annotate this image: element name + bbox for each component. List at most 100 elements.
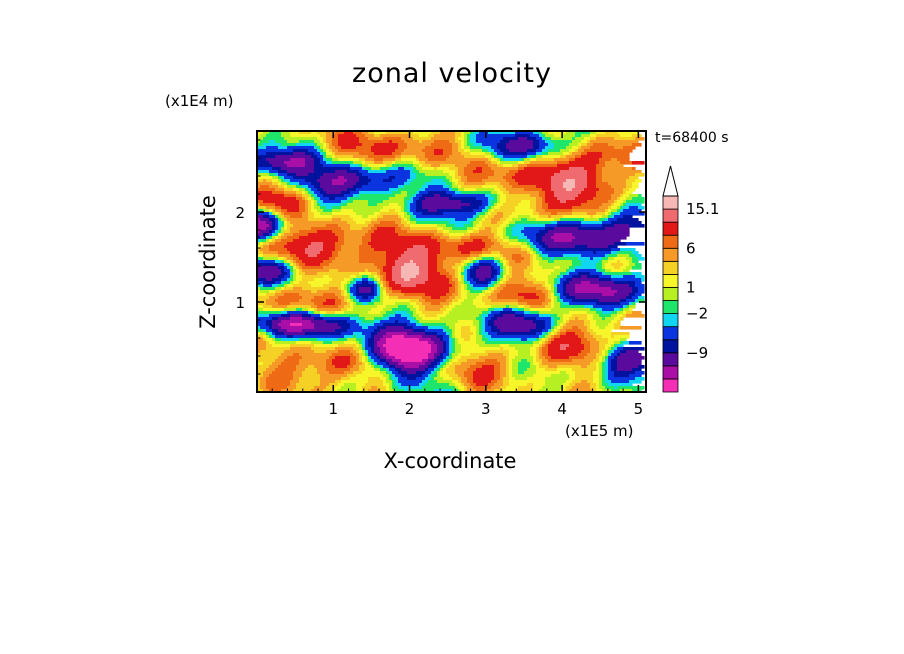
contour-cell xyxy=(521,338,528,342)
contour-cell xyxy=(269,218,276,222)
contour-cell xyxy=(392,335,405,339)
contour-cell xyxy=(575,134,582,138)
contour-cell xyxy=(587,173,597,177)
contour-cell xyxy=(458,299,465,303)
contour-cell xyxy=(446,332,450,336)
contour-cell xyxy=(362,371,381,375)
contour-cell xyxy=(308,218,333,222)
contour-cell xyxy=(437,350,444,354)
contour-cell xyxy=(557,326,561,330)
contour-cell xyxy=(266,146,279,150)
contour-cell xyxy=(614,188,624,192)
contour-cell xyxy=(419,308,426,312)
contour-cell xyxy=(455,170,459,174)
contour-cell xyxy=(422,200,462,204)
contour-cell xyxy=(422,374,429,378)
contour-cell xyxy=(536,332,543,336)
contour-cell xyxy=(392,308,411,312)
contour-cell xyxy=(494,257,501,261)
contour-cell xyxy=(533,386,543,390)
colorbar-label: 6 xyxy=(686,239,696,257)
contour-cell xyxy=(476,134,516,138)
contour-cell xyxy=(344,371,354,375)
contour-cell xyxy=(440,368,444,372)
contour-cell xyxy=(626,200,645,204)
contour-cell xyxy=(317,137,324,141)
contour-cell xyxy=(344,311,369,315)
contour-cell xyxy=(290,254,297,258)
contour-cell xyxy=(536,251,540,255)
contour-cell xyxy=(593,359,600,363)
contour-cell xyxy=(566,179,576,183)
contour-cell xyxy=(446,239,462,243)
contour-cell xyxy=(464,173,495,177)
contour-cell xyxy=(467,227,474,231)
contour-cell xyxy=(332,251,339,255)
contour-cell xyxy=(329,149,333,153)
contour-cell xyxy=(257,314,270,318)
contour-cell xyxy=(461,332,474,336)
contour-cell xyxy=(524,227,546,231)
contour-cell xyxy=(386,389,390,392)
contour-cell xyxy=(257,347,267,351)
contour-cell xyxy=(497,152,504,156)
contour-cell xyxy=(479,326,483,330)
contour-cell xyxy=(464,137,468,141)
contour-cell xyxy=(617,158,630,162)
contour-cell xyxy=(551,272,561,276)
contour-cell xyxy=(491,329,501,333)
contour-cell xyxy=(476,137,504,141)
contour-cell xyxy=(317,254,333,258)
contour-cell xyxy=(467,281,471,285)
contour-cell xyxy=(263,371,273,375)
contour-cell xyxy=(437,368,441,372)
contour-cell xyxy=(308,365,315,369)
contour-cell xyxy=(560,299,564,303)
contour-cell xyxy=(278,146,288,150)
contour-cell xyxy=(521,254,531,258)
contour-cell xyxy=(596,134,621,138)
contour-cell xyxy=(455,134,462,138)
contour-cell xyxy=(443,212,477,216)
contour-cell xyxy=(452,332,456,336)
contour-cell xyxy=(443,263,456,267)
contour-cell xyxy=(365,341,369,345)
contour-cell xyxy=(281,278,288,282)
contour-cell xyxy=(278,275,285,279)
contour-cell xyxy=(473,215,477,219)
contour-cell xyxy=(257,386,261,390)
contour-cell xyxy=(323,143,327,147)
contour-cell xyxy=(497,293,519,297)
contour-cell xyxy=(602,362,606,366)
contour-cell xyxy=(269,389,282,392)
contour-cell xyxy=(608,368,612,372)
contour-cell xyxy=(446,365,450,369)
contour-cell xyxy=(500,311,516,315)
contour-cell xyxy=(542,353,549,357)
contour-cell xyxy=(296,194,303,198)
contour-cell xyxy=(575,155,582,159)
contour-cell xyxy=(485,326,492,330)
contour-cell xyxy=(272,323,279,327)
contour-cell xyxy=(344,233,366,237)
contour-cell xyxy=(473,131,480,135)
contour-cell xyxy=(590,131,597,135)
contour-cell xyxy=(341,332,354,336)
contour-cell xyxy=(458,137,465,141)
contour-cell xyxy=(566,332,576,336)
contour-cell xyxy=(461,287,465,291)
contour-cell xyxy=(605,362,609,366)
contour-cell xyxy=(503,272,507,276)
contour-cell xyxy=(443,377,453,381)
contour-cell xyxy=(284,332,306,336)
contour-cell xyxy=(335,329,348,333)
contour-cell xyxy=(530,308,552,312)
contour-cell xyxy=(362,320,375,324)
contour-cell xyxy=(320,149,324,153)
contour-cell xyxy=(488,209,492,213)
contour-cell xyxy=(494,323,537,327)
contour-cell xyxy=(392,377,399,381)
contour-cell xyxy=(422,311,444,315)
contour-cell xyxy=(455,341,459,345)
contour-cell xyxy=(554,305,561,309)
